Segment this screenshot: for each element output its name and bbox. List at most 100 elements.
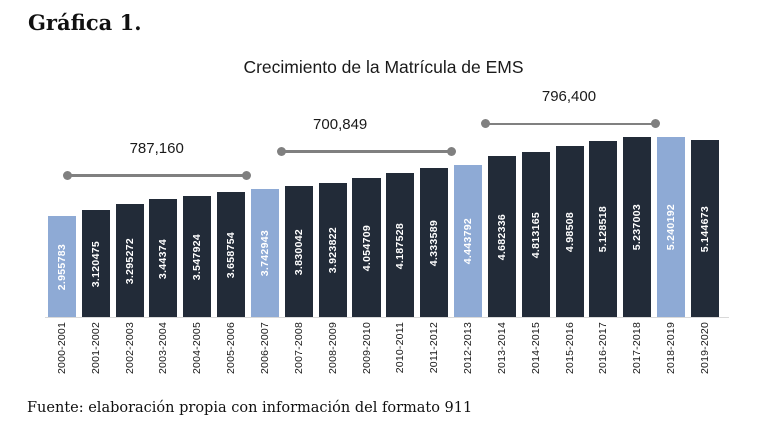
- bar-2015-2016: 4.98508: [555, 145, 584, 318]
- bar-value-label: 3.923822: [326, 227, 339, 274]
- bar-value-label: 5.128518: [597, 206, 610, 253]
- bar-slot: 5.144673: [688, 140, 722, 318]
- bar-2012-2013: 4.443792: [454, 164, 483, 318]
- bar-slot: 5.240192: [654, 137, 688, 318]
- x-label-slot: 2003-2004: [147, 322, 181, 394]
- x-axis-line: [45, 317, 729, 318]
- bar-value-label: 3.120475: [89, 241, 102, 288]
- x-axis-tick-label: 2002-2003: [123, 322, 136, 375]
- bar-value-label: 5.240192: [665, 204, 678, 251]
- bar-2016-2017: 5.128518: [589, 140, 618, 318]
- bar-2006-2007: 3.742943: [250, 188, 280, 318]
- bar-2004-2005: 3.547924: [183, 195, 212, 318]
- x-axis-tick-label: 2019-2020: [698, 322, 711, 375]
- x-label-slot: 2018-2019: [654, 322, 688, 394]
- x-label-slot: 2011-2012: [417, 322, 451, 394]
- x-axis-tick-label: 2005-2006: [225, 322, 238, 375]
- growth-annotation-label: 796,400: [541, 88, 597, 105]
- bar-slot: 4.443792: [451, 164, 485, 318]
- connector-endpoint-dot: [651, 119, 661, 128]
- bar-value-label: 4.682336: [495, 214, 508, 261]
- bars: 2.955783 3.120475 3.295272 3.44374 3.547924 3…: [45, 78, 722, 318]
- chart-title: Crecimiento de la Matrícula de EMS: [243, 57, 524, 77]
- x-axis-tick-label: 2011-2012: [428, 322, 441, 374]
- bar-value-label: 3.295272: [123, 238, 136, 285]
- bar-slot: 3.658754: [214, 191, 248, 318]
- bar-value-label: 2.955783: [55, 243, 68, 291]
- bar-value-label: 3.547924: [191, 233, 204, 280]
- growth-connector-line: [481, 119, 661, 128]
- source-note: Fuente: elaboración propia con informaci…: [27, 400, 473, 416]
- bar-slot: 3.830042: [282, 185, 316, 318]
- plot-area: 2.955783 3.120475 3.295272 3.44374 3.547924 3…: [45, 78, 729, 318]
- x-label-slot: 2015-2016: [553, 322, 587, 394]
- x-label-slot: 2014-2015: [519, 322, 553, 394]
- x-axis-tick-label: 2012-2013: [462, 322, 475, 375]
- connector-endpoint-dot: [446, 146, 456, 156]
- bar-slot: 4.054709: [350, 177, 384, 318]
- bar-value-label: 4.813165: [529, 211, 542, 258]
- x-label-slot: 2008-2009: [316, 322, 350, 394]
- bar-slot: 2.955783: [45, 215, 79, 318]
- x-label-slot: 2017-2018: [620, 322, 654, 394]
- bar-value-label: 5.144673: [698, 206, 711, 253]
- figure-label: Gráfica 1.: [28, 10, 142, 35]
- x-axis-tick-label: 2006-2007: [258, 322, 271, 375]
- bar-value-label: 4.054709: [360, 224, 373, 272]
- bar-2013-2014: 4.682336: [487, 156, 516, 318]
- bar-2008-2009: 3.923822: [318, 182, 347, 318]
- bar-2007-2008: 3.830042: [284, 185, 313, 318]
- bar-value-label: 3.658754: [225, 231, 238, 278]
- bar-value-label: 4.443792: [462, 218, 475, 265]
- bar-value-label: 3.830042: [292, 228, 305, 275]
- x-label-slot: 2005-2006: [214, 322, 248, 394]
- bar-slot: 4.813165: [519, 151, 553, 318]
- bar-slot: 4.187528: [383, 173, 417, 318]
- bar-value-label: 3.44374: [157, 238, 170, 279]
- bar-slot: 3.742943: [248, 188, 282, 318]
- bar-slot: 4.682336: [485, 156, 519, 318]
- x-axis-tick-label: 2004-2005: [191, 322, 204, 375]
- connector-endpoint-dot: [241, 170, 251, 180]
- bar-2018-2019: 5.240192: [657, 137, 686, 318]
- x-axis-tick-label: 2013-2014: [495, 322, 508, 375]
- bar-slot: 3.923822: [316, 182, 350, 318]
- connector-endpoint-dot: [481, 119, 491, 128]
- bar-value-label: 3.742943: [258, 230, 271, 277]
- x-axis-tick-label: 2018-2019: [665, 322, 678, 375]
- bar-2014-2015: 4.813165: [521, 151, 550, 318]
- bar-2011-2012: 4.333589: [420, 168, 449, 318]
- x-axis-tick-label: 2010-2011: [394, 322, 407, 374]
- x-label-slot: 2006-2007: [248, 322, 282, 394]
- growth-connector-line: [277, 146, 456, 156]
- growth-annotation-label: 700,849: [313, 115, 368, 133]
- bar-slot: 4.333589: [417, 168, 451, 318]
- bar-2010-2011: 4.187528: [386, 173, 415, 318]
- bar-2002-2003: 3.295272: [115, 204, 144, 318]
- connector-endpoint-dot: [277, 146, 287, 156]
- bar-slot: 4.98508: [553, 145, 587, 318]
- x-label-slot: 2016-2017: [587, 322, 621, 394]
- x-label-slot: 2000-2001: [45, 322, 79, 394]
- x-label-slot: 2010-2011: [383, 322, 417, 394]
- x-axis-tick-label: 2017-2018: [631, 322, 644, 375]
- bar-slot: 3.120475: [79, 210, 113, 318]
- x-axis-tick-label: 2007-2008: [292, 322, 305, 375]
- bar-2000-2001: 2.955783: [47, 215, 76, 318]
- bar-2001-2002: 3.120475: [81, 210, 110, 318]
- x-label-slot: 2013-2014: [485, 322, 519, 394]
- bar-2009-2010: 4.054709: [352, 177, 381, 318]
- x-axis-tick-label: 2000-2001: [55, 322, 68, 375]
- bar-2019-2020: 5.144673: [690, 140, 719, 318]
- connector-endpoint-dot: [62, 170, 72, 180]
- x-label-slot: 2007-2008: [282, 322, 316, 394]
- bar-value-label: 5.237003: [631, 204, 644, 251]
- x-label-slot: 2009-2010: [350, 322, 384, 394]
- bar-2017-2018: 5.237003: [623, 137, 652, 318]
- bar-2005-2006: 3.658754: [217, 191, 246, 318]
- x-label-slot: 2019-2020: [688, 322, 722, 394]
- x-axis-tick-label: 2008-2009: [326, 322, 339, 375]
- bar-slot: 3.547924: [180, 195, 214, 318]
- x-axis-labels: 2000-2001 2001-2002 2002-2003 2003-2004 2004…: [45, 322, 722, 394]
